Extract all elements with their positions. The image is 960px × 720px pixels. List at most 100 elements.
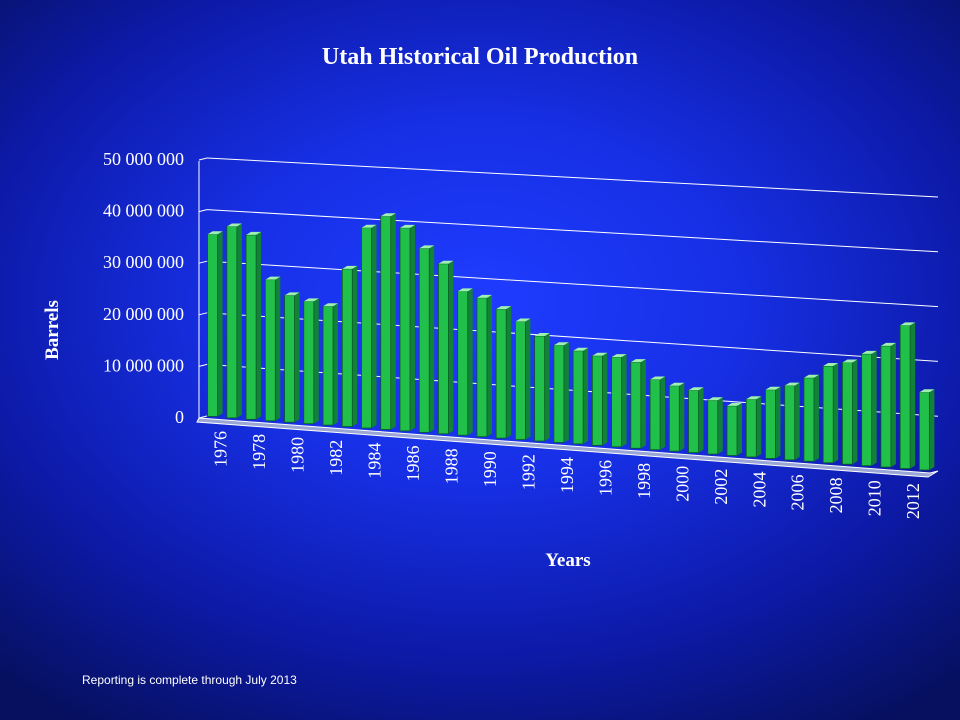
bar-2001 [688,387,704,454]
bar-top [553,342,569,346]
bar-1998 [630,359,646,449]
y-tick-label: 40 000 000 [103,201,184,221]
bar-side [660,376,666,450]
bar-2004 [745,396,762,458]
bar-top [784,382,800,386]
bar-front [591,355,603,446]
bar-1994 [553,342,569,443]
bar-side [409,224,415,431]
chart-title: Utah Historical Oil Production [321,44,639,70]
x-tick-label: 1976 [211,431,231,467]
bar-top [823,363,839,367]
bar-2000 [668,382,685,452]
bar-side [717,397,723,455]
bar-top [861,350,877,354]
bar-top [880,342,896,346]
y-tick-mark [198,260,208,264]
bar-front [495,308,507,439]
x-tick-label: 2006 [788,474,808,510]
bar-front [457,290,469,436]
bar-2009 [842,359,858,465]
axes [196,157,939,478]
bar-1995 [572,347,589,445]
bar-front [630,361,642,449]
bar-top [419,245,435,249]
bar-2003 [726,402,743,456]
bar-top [476,294,492,298]
bar-side [256,231,262,420]
bar-front [476,297,488,438]
bar-top [438,260,454,264]
bar-2007 [803,374,819,462]
bar-top [457,288,473,292]
bar-side [448,260,454,434]
bar-1981 [303,298,319,425]
bar-front [880,345,892,468]
x-tick-label: 1982 [326,440,346,476]
bar-side [275,276,281,421]
bar-front [765,389,776,459]
y-tick-mark [198,363,208,367]
bar-2011 [880,342,896,468]
bar-top [342,265,358,269]
bar-1982 [322,303,339,426]
bar-front [899,324,911,469]
bar-side [486,294,492,437]
bar-front [418,248,430,433]
y-tick-mark [198,312,208,316]
bar-top [496,306,512,310]
x-tick-label: 1996 [595,460,615,496]
y-axis-title: Barrels [42,300,63,360]
x-tick-label: 1986 [403,445,423,481]
bar-front [534,335,546,442]
x-tick-label: 2004 [749,472,769,508]
x-tick-label: 2012 [903,483,923,519]
y-tick-label: 20 000 000 [103,304,184,324]
bar-top [515,318,531,322]
x-axis-title: Years [545,550,590,571]
bar-top [650,376,666,380]
bar-side [679,382,685,452]
bar-top [765,386,781,390]
footnote: Reporting is complete through July 2013 [82,673,297,687]
bar-2010 [861,350,877,467]
bar-side [621,354,627,447]
bar-front [707,399,719,455]
bar-side [352,265,358,427]
bar-front [226,226,238,419]
bar-top [688,387,704,391]
x-tick-label: 1990 [480,451,500,487]
bar-1984 [361,224,377,429]
bar-top [630,359,646,363]
bar-1988 [438,260,454,435]
bar-top [246,231,262,235]
bar-side [525,318,531,440]
bar-side [583,347,589,444]
bar-side [602,352,608,446]
bar-top [361,224,377,228]
bar-side [467,288,473,436]
bar-front [611,356,622,448]
bar-side [910,322,916,469]
bar-front [361,227,372,429]
bar-side [506,306,512,439]
bar-side [775,386,781,459]
bar-top [727,402,743,406]
bar-top [803,374,819,378]
y-tick-label: 0 [175,407,184,427]
bar-top [746,396,762,400]
bar-top [573,347,589,351]
bar-top [534,332,550,336]
bar-1991 [495,306,512,439]
bar-side [429,245,435,433]
bar-top [265,276,281,280]
x-tick-label: 1994 [557,457,577,493]
bar-front [322,305,334,426]
bar-side [852,359,858,465]
bar-front [745,398,757,458]
bar-1976 [207,231,223,417]
bar-1979 [264,276,281,422]
bar-top [919,389,935,393]
x-tick-labels: 1976 1978 1980 1982 1984 1986 1988 1990 1992 1994… [211,431,924,519]
